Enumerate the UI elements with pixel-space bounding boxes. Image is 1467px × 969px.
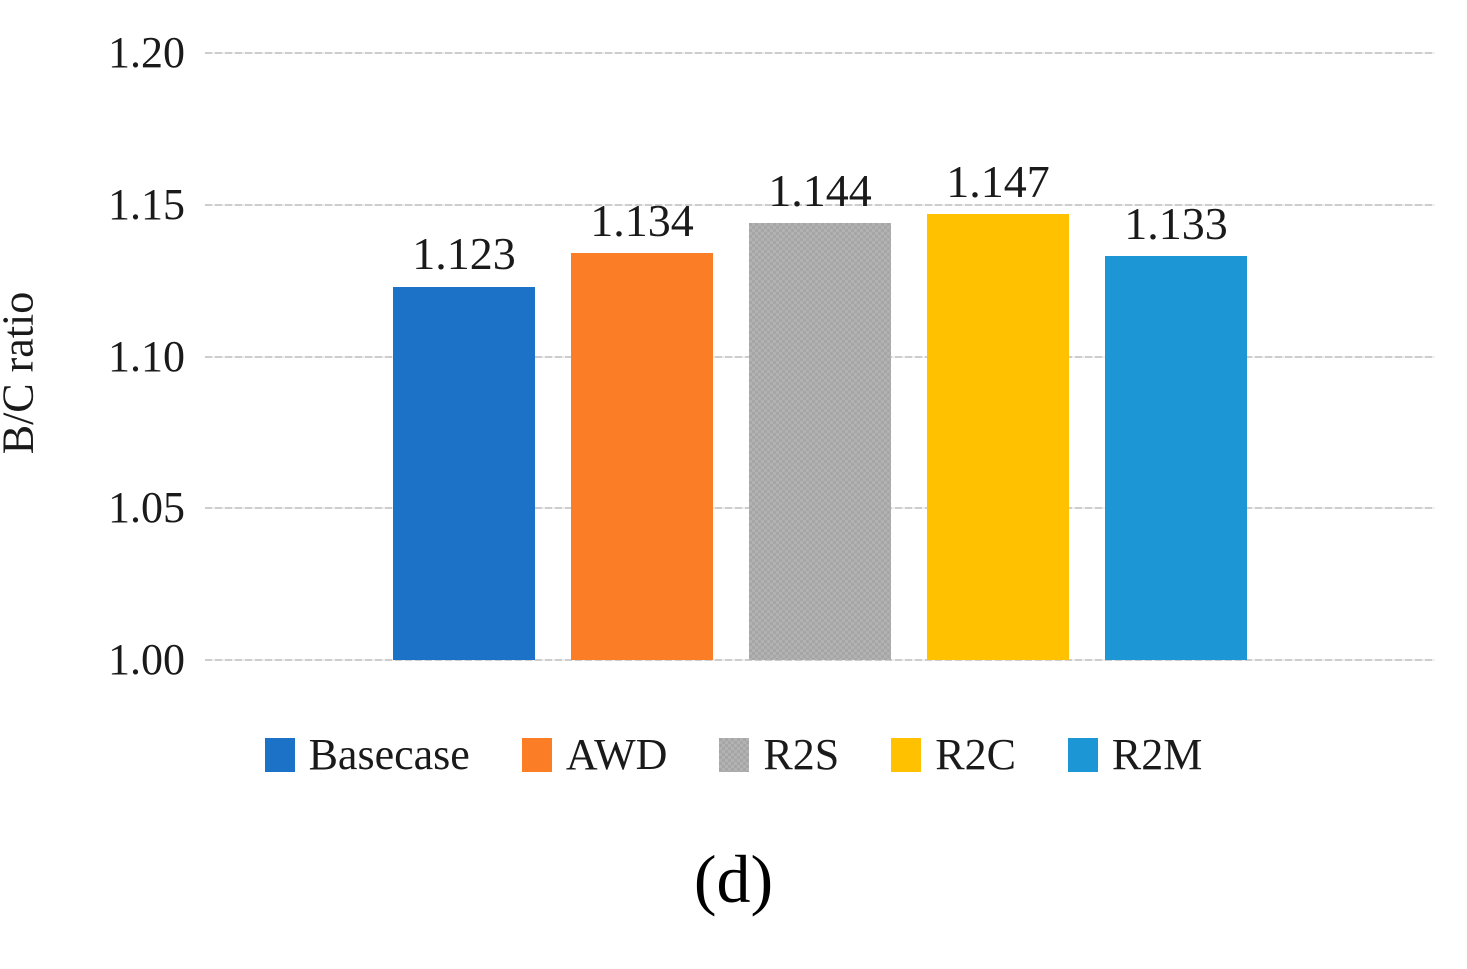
legend-item-basecase: Basecase — [264, 730, 470, 779]
y-tick-label: 1.10 — [108, 331, 185, 381]
bar-value-label-r2c: 1.147 — [946, 155, 1050, 207]
bar-r2c — [927, 213, 1069, 660]
legend-swatch-basecase — [264, 738, 295, 772]
legend-swatch-awd — [521, 738, 552, 772]
plot-area: 1.20 1.15 1.10 1.05 1.00 1.123 1.134 1.144 1.14… — [108, 31, 1435, 682]
legend-swatch-r2m — [1067, 738, 1098, 772]
bar-value-label-basecase: 1.123 — [412, 228, 516, 280]
gridline-1.15 — [205, 203, 1435, 206]
bar-slot-r2c: 1.147 — [927, 53, 1069, 660]
legend-swatch-r2s — [719, 738, 750, 772]
bar-value-label-r2s: 1.144 — [768, 164, 872, 216]
y-tick-label: 1.20 — [108, 28, 185, 77]
chart-caption: (d) — [693, 841, 774, 917]
legend-item-awd: AWD — [521, 730, 668, 779]
y-tick-label: 1.15 — [108, 179, 185, 229]
bar-slot-r2s: 1.144 — [749, 53, 891, 660]
legend: Basecase AWD R2S R2C R2M — [0, 733, 1467, 777]
legend-label-r2c: R2C — [935, 730, 1016, 779]
gridline-1.20 — [205, 52, 1435, 54]
bar-awd — [571, 253, 713, 660]
legend-item-r2s: R2S — [719, 733, 839, 777]
bar-r2m — [1105, 256, 1247, 660]
bar-slot-awd: 1.134 — [571, 53, 713, 660]
legend-label-r2m: R2M — [1111, 730, 1203, 779]
bar-value-label-awd: 1.134 — [590, 195, 694, 247]
legend-swatch-r2c — [891, 738, 922, 772]
y-tick-label: 1.00 — [108, 635, 185, 684]
legend-label-basecase: Basecase — [308, 730, 470, 779]
bar-r2s — [749, 222, 891, 660]
bar-basecase — [393, 286, 535, 660]
bars-container: 1.123 1.134 1.144 1.147 1.133 — [205, 53, 1435, 660]
bar-slot-r2m: 1.133 — [1105, 53, 1247, 660]
legend-label-r2s: R2S — [763, 730, 840, 779]
y-tick-label: 1.05 — [108, 483, 185, 533]
bar-value-label-r2m: 1.133 — [1124, 198, 1228, 250]
legend-label-awd: AWD — [565, 730, 668, 779]
legend-item-r2c: R2C — [891, 733, 1016, 777]
gridline-1.00 — [205, 659, 1435, 661]
bar-slot-basecase: 1.123 — [393, 53, 535, 660]
legend-item-r2m: R2M — [1067, 730, 1203, 779]
